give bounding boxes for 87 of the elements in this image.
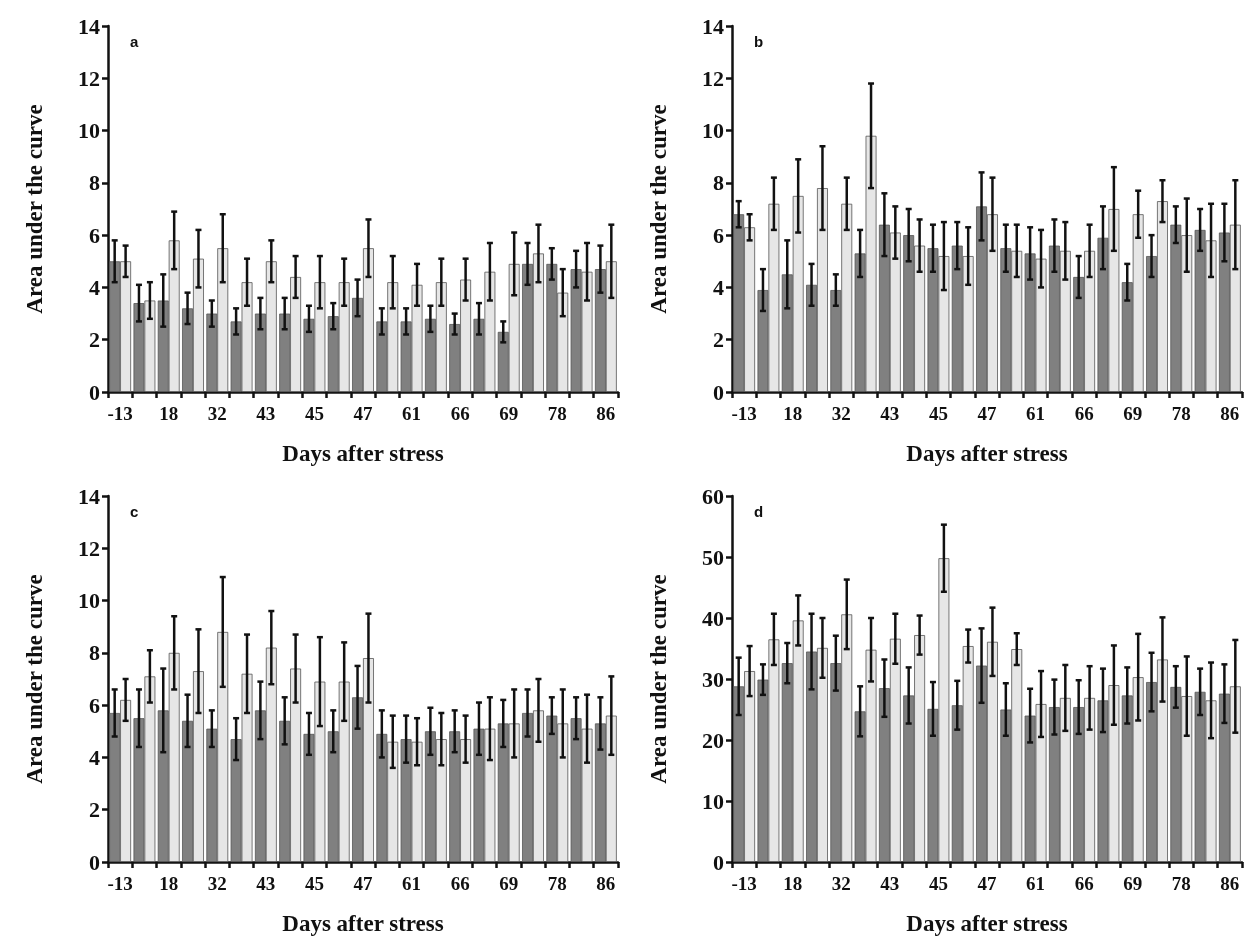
x-tick-label: 61: [1026, 873, 1046, 894]
y-tick-label: 0: [713, 849, 724, 875]
y-tick-label: 0: [713, 379, 724, 405]
x-tick-label: 18: [783, 403, 803, 424]
y-tick-label: 0: [89, 849, 100, 875]
y-tick-label: 40: [702, 605, 724, 631]
x-tick-label: 69: [1123, 873, 1143, 894]
y-tick-label: 6: [89, 692, 100, 718]
y-axis-title: Area under the curve: [646, 104, 671, 314]
x-tick-label: -13: [731, 403, 757, 424]
y-tick-label: 10: [702, 788, 724, 814]
x-tick-label: 86: [1220, 403, 1240, 424]
y-tick-label: 8: [713, 170, 724, 196]
x-tick-label: 66: [1074, 873, 1094, 894]
x-tick-label: 47: [353, 403, 373, 424]
y-axis-title: Area under the curve: [22, 574, 47, 784]
x-tick-label: 18: [783, 873, 803, 894]
x-tick-label: 61: [402, 403, 422, 424]
x-tick-label: 78: [1171, 403, 1191, 424]
x-tick-label: 18: [159, 403, 179, 424]
y-tick-label: 10: [78, 118, 100, 144]
y-tick-label: 10: [702, 118, 724, 144]
x-tick-label: 78: [547, 873, 567, 894]
x-axis-title: Days after stress: [906, 441, 1068, 466]
annotation: d: [754, 503, 764, 520]
y-tick-label: 6: [89, 222, 100, 248]
x-tick-label: 32: [831, 873, 851, 894]
y-tick-label: 14: [78, 483, 100, 509]
y-tick-label: 12: [78, 65, 100, 91]
y-axis-title: Area under the curve: [646, 574, 671, 784]
x-tick-label: 78: [547, 403, 567, 424]
y-tick-label: 20: [702, 727, 724, 753]
x-tick-label: 61: [1026, 403, 1046, 424]
x-tick-label: 45: [304, 873, 324, 894]
y-tick-label: 4: [89, 744, 100, 770]
x-tick-label: 86: [596, 403, 616, 424]
x-tick-label: 78: [1171, 873, 1191, 894]
annotation: c: [130, 503, 139, 520]
x-tick-label: 43: [880, 403, 900, 424]
x-tick-label: -13: [107, 403, 133, 424]
x-tick-label: 69: [499, 873, 519, 894]
x-tick-label: 61: [402, 873, 422, 894]
y-axis-title: Area under the curve: [22, 104, 47, 314]
y-tick-label: 30: [702, 666, 724, 692]
x-tick-label: 66: [1074, 403, 1094, 424]
y-tick-label: 14: [702, 13, 724, 39]
x-tick-label: 69: [1123, 403, 1143, 424]
x-tick-label: 32: [207, 403, 227, 424]
x-tick-label: -13: [731, 873, 757, 894]
annotation: a: [130, 33, 139, 50]
x-tick-label: 86: [596, 873, 616, 894]
annotation: b: [754, 33, 764, 50]
x-tick-label: 43: [880, 873, 900, 894]
y-tick-label: 2: [89, 327, 100, 353]
y-tick-label: 6: [713, 222, 724, 248]
y-tick-label: 2: [713, 327, 724, 353]
y-tick-label: 2: [89, 797, 100, 823]
x-axis-title: Days after stress: [282, 441, 444, 466]
x-tick-label: 43: [256, 873, 276, 894]
y-tick-label: 10: [78, 588, 100, 614]
x-tick-label: 47: [353, 873, 373, 894]
x-tick-label: 45: [928, 873, 948, 894]
x-tick-label: 66: [450, 873, 470, 894]
y-tick-label: 14: [78, 13, 100, 39]
x-tick-label: 18: [159, 873, 179, 894]
x-tick-label: 47: [977, 873, 997, 894]
y-tick-label: 8: [89, 640, 100, 666]
x-tick-label: 45: [304, 403, 324, 424]
x-tick-label: 43: [256, 403, 276, 424]
y-tick-label: 50: [702, 544, 724, 570]
x-tick-label: 66: [450, 403, 470, 424]
x-tick-label: 32: [831, 403, 851, 424]
y-tick-label: 12: [702, 65, 724, 91]
x-tick-label: 47: [977, 403, 997, 424]
x-axis-title: Days after stress: [906, 911, 1068, 936]
y-tick-label: 0: [89, 379, 100, 405]
y-tick-label: 4: [713, 274, 724, 300]
y-tick-label: 60: [702, 483, 724, 509]
x-tick-label: 69: [499, 403, 519, 424]
y-tick-label: 4: [89, 274, 100, 300]
y-tick-label: 8: [89, 170, 100, 196]
x-tick-label: 45: [928, 403, 948, 424]
x-tick-label: -13: [107, 873, 133, 894]
y-tick-label: 12: [78, 535, 100, 561]
x-axis-title: Days after stress: [282, 911, 444, 936]
x-tick-label: 32: [207, 873, 227, 894]
x-tick-label: 86: [1220, 873, 1240, 894]
